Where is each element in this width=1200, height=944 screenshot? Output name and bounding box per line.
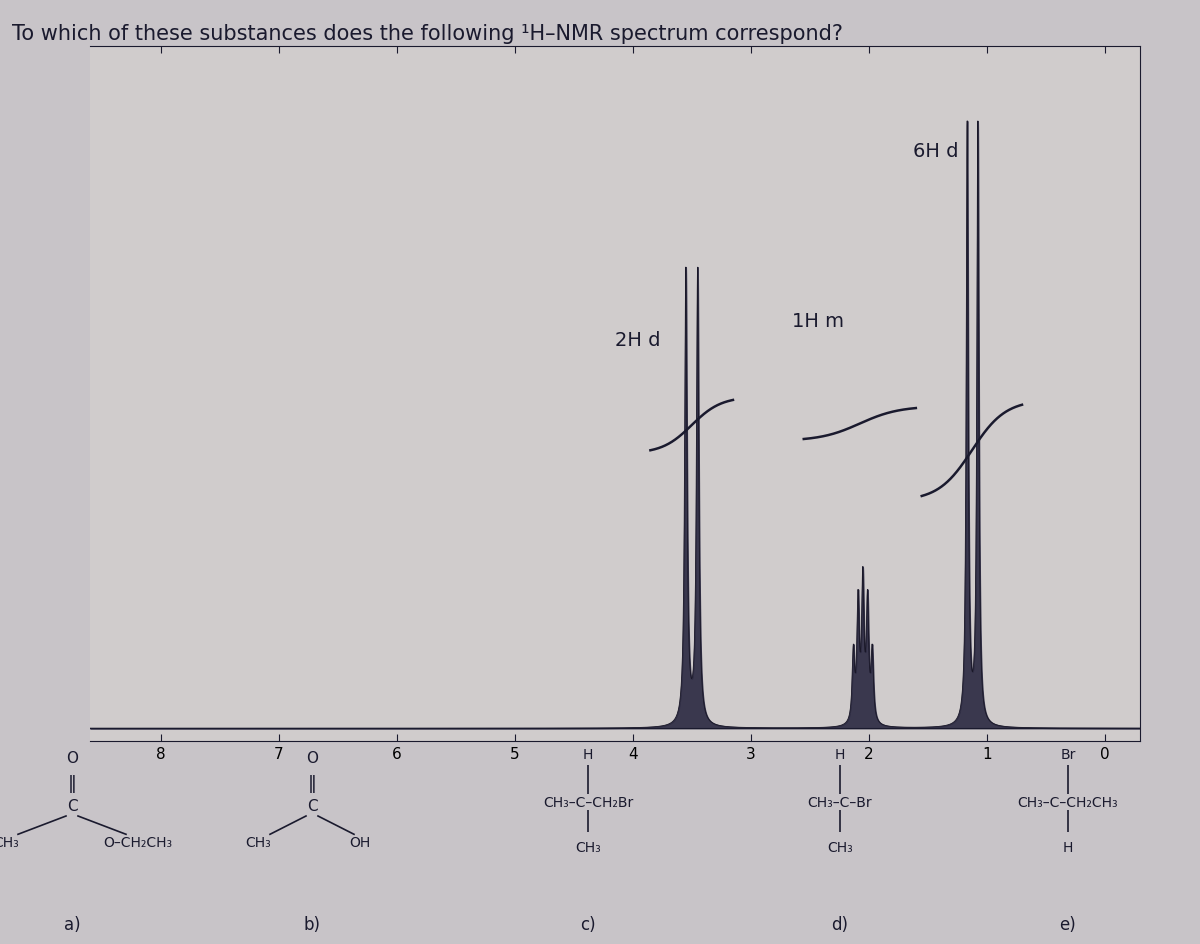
Text: CH₃: CH₃ [245,835,271,850]
Text: 1H m: 1H m [792,312,844,331]
Text: CH₃: CH₃ [827,840,853,854]
Text: CH₃: CH₃ [0,835,19,850]
Text: O: O [66,750,78,766]
Text: 6H d: 6H d [913,142,959,160]
Text: c): c) [580,915,596,933]
Text: Br: Br [1061,748,1075,761]
Text: ‖: ‖ [307,775,317,793]
Text: C: C [307,799,317,814]
Text: a): a) [64,915,80,933]
Text: OH: OH [349,835,371,850]
Text: d): d) [832,915,848,933]
Text: CH₃: CH₃ [575,840,601,854]
Text: To which of these substances does the following ¹H–NMR spectrum correspond?: To which of these substances does the fo… [12,24,842,43]
Text: b): b) [304,915,320,933]
Text: CH₃–C–Br: CH₃–C–Br [808,795,872,809]
Text: H: H [583,748,593,761]
Text: CH₃–C–CH₂CH₃: CH₃–C–CH₂CH₃ [1018,795,1118,809]
Text: O: O [306,750,318,766]
Text: 2H d: 2H d [614,331,660,350]
Text: CH₃–C–CH₂Br: CH₃–C–CH₂Br [542,795,634,809]
Text: e): e) [1060,915,1076,933]
Text: ‖: ‖ [67,775,77,793]
Text: O–CH₂CH₃: O–CH₂CH₃ [103,835,173,850]
Text: H: H [835,748,845,761]
Text: C: C [67,799,77,814]
Text: H: H [1063,840,1073,854]
